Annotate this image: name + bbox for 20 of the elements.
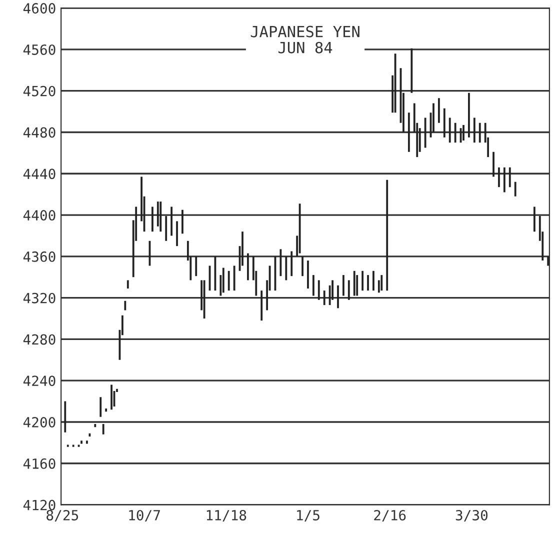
x-tick-label: 8/25 (46, 510, 78, 522)
y-tick-label: 4560 (23, 44, 56, 55)
y-tick-label: 4520 (23, 86, 56, 96)
x-tick-label: 2/16 (374, 510, 406, 522)
x-tick-label: 10/7 (129, 510, 160, 522)
y-tick-label: 4400 (23, 210, 56, 221)
y-tick-label: 4200 (23, 417, 56, 428)
y-tick-label: 4240 (23, 376, 56, 386)
x-tick-label: 3/30 (456, 510, 488, 522)
y-tick-label: 4360 (23, 251, 56, 262)
y-tick-label: 4120 (23, 500, 56, 510)
y-tick-label: 4280 (23, 334, 56, 345)
y-tick-label: 4320 (23, 292, 56, 304)
text: JAPANESE YEN JUN 84 (250, 26, 360, 54)
y-tick-label: 4160 (23, 458, 56, 469)
x-tick-label: 1/5 (297, 510, 320, 522)
y-tick-label: 4480 (23, 127, 56, 138)
x-tick-label: 11/18 (206, 510, 246, 522)
y-tick-label: 4600 (23, 3, 56, 14)
y-tick-label: 4440 (23, 168, 56, 180)
